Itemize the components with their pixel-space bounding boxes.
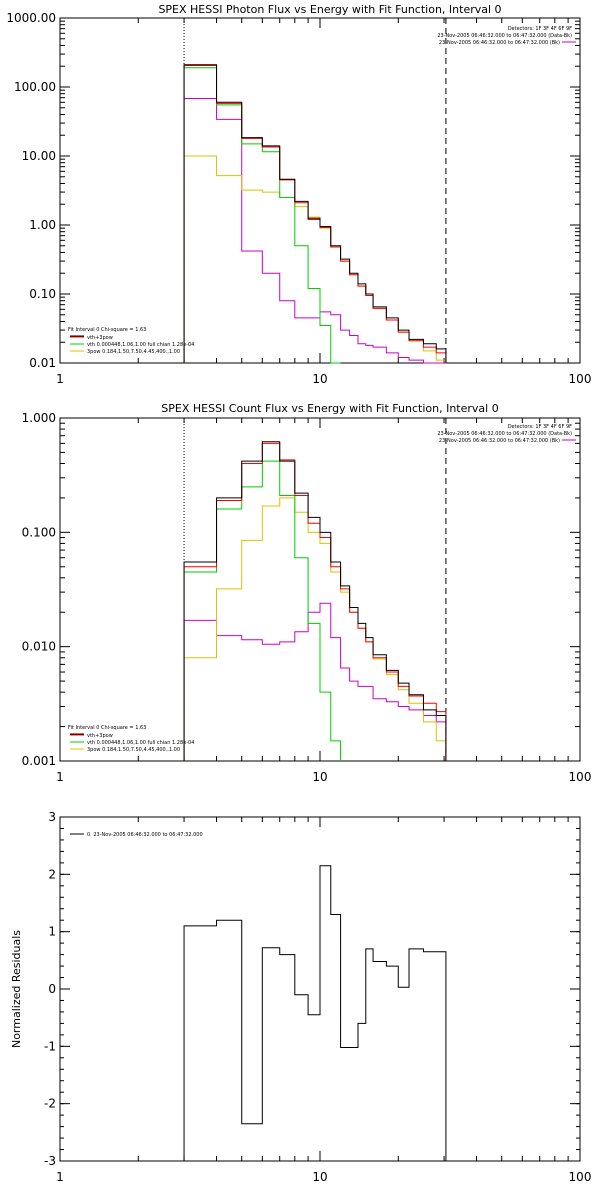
legend-entry: 0. 23-Nov-2005 06:46:32.000 to 06:47:32.… — [87, 832, 203, 838]
x-tick-label: 1 — [56, 372, 64, 386]
y-tick-label: 3 — [48, 810, 56, 824]
x-tick-label: 10 — [312, 1170, 327, 1184]
total-series-line — [183, 441, 447, 761]
legend-entry: vth+3pow — [87, 335, 113, 341]
count-flux-title: SPEX HESSI Count Flux vs Energy with Fit… — [161, 402, 498, 415]
y-tick-label: -1 — [44, 1039, 56, 1053]
count-flux-panel: SPEX HESSI Count Flux vs Energy with Fit… — [22, 402, 592, 784]
y-tick-label: 0.100 — [22, 525, 56, 539]
background-series-series-line — [183, 98, 446, 364]
count-flux-legend-top-right: Detectors: 1F 3F 4F 6F 9F 23-Nov-2005 06… — [437, 424, 576, 444]
total-series-line — [183, 865, 447, 1161]
residuals-ticks: 1 10 100 -3 -2 -1 0 1 2 3 — [44, 810, 591, 1184]
legend-entry: Fit Interval 0 Chi-square = 1.63 — [68, 725, 146, 731]
y-tick-label: 0 — [48, 982, 56, 996]
total-series-line — [183, 64, 447, 363]
legend-entry: vth 0.000448,1.06,1.00 full chian 1.28e-… — [87, 342, 194, 348]
legend-entry: 23-Nov-2005 06:46:32.000 to 06:47:32.000… — [439, 438, 560, 444]
count-flux-ticks: 1 10 100 0.001 0.010 0.100 1.000 — [22, 411, 592, 784]
photon-flux-panel: SPEX HESSI Photon Flux vs Energy with Fi… — [6, 3, 591, 386]
x-tick-label: 1 — [56, 1170, 64, 1184]
residuals-legend: 0. 23-Nov-2005 06:46:32.000 to 06:47:32.… — [70, 832, 203, 838]
y-tick-label: 1000.00 — [6, 11, 56, 25]
photon-flux-legend-top-right: Detectors: 1F 3F 4F 6F 9F 23-Nov-2005 06… — [437, 26, 576, 46]
legend-entry: Fit Interval 0 Chi-square = 1.63 — [68, 327, 146, 333]
y-tick-label: 100.00 — [14, 80, 56, 94]
legend-entry: 23-Nov-2005 06:46:32.000 to 06:47:32.000… — [437, 431, 572, 437]
x-tick-label: 100 — [569, 770, 592, 784]
y-tick-label: 0.01 — [29, 356, 56, 370]
residuals-panel: Normalized Residuals 1 10 100 -3 -2 -1 0 1 2 3 0.… — [10, 810, 591, 1184]
photon-flux-ticks: 1 10 100 0.01 0.10 1.00 10.00 100.00 1000.00 — [6, 11, 591, 386]
legend-entry: Detectors: 1F 3F 4F 6F 9F — [508, 424, 572, 430]
x-tick-label: 10 — [312, 372, 327, 386]
y-tick-label: 2 — [48, 867, 56, 881]
x-tick-label: 1 — [56, 770, 64, 784]
y-tick-label: 1 — [48, 925, 56, 939]
legend-entry: vth 0.000448,1.06,1.00 full chian 1.28e-… — [87, 740, 194, 746]
residuals-series — [183, 865, 447, 1161]
legend-entry: 23-Nov-2005 06:46:32.000 to 06:47:32.000… — [437, 33, 572, 39]
count-flux-series — [183, 441, 447, 761]
count-flux-legend-bottom-left: Fit Interval 0 Chi-square = 1.63 vth+3po… — [68, 725, 194, 753]
x-tick-label: 10 — [312, 770, 327, 784]
y-tick-label: 0.10 — [29, 287, 56, 301]
photon-flux-series — [183, 64, 447, 364]
y-tick-label: 10.00 — [22, 149, 56, 163]
legend-entry: Detectors: 1F 3F 4F 6F 9F — [508, 26, 572, 32]
photon-flux-legend-bottom-left: Fit Interval 0 Chi-square = 1.63 vth+3po… — [68, 327, 194, 355]
y-tick-label: 0.001 — [22, 754, 56, 768]
y-tick-label: 1.00 — [29, 218, 56, 232]
legend-entry: 3pow 0.184,1.50,7.50,4.45,400.,1.00 — [87, 349, 180, 355]
photon-flux-title: SPEX HESSI Photon Flux vs Energy with Fi… — [158, 3, 501, 16]
legend-entry: 3pow 0.184,1.50,7.50,4.45,400.,1.00 — [87, 747, 180, 753]
y-tick-label: 0.010 — [22, 640, 56, 654]
y-tick-label: -3 — [44, 1154, 56, 1168]
x-tick-label: 100 — [569, 372, 592, 386]
y-tick-label: 1.000 — [22, 411, 56, 425]
thermal-series-line — [183, 460, 342, 761]
legend-entry: 23-Nov-2005 06:46:32.000 to 06:47:32.000… — [439, 40, 560, 46]
x-tick-label: 100 — [569, 1170, 592, 1184]
background-series-series-line — [183, 602, 447, 761]
thermal-series-line — [183, 67, 341, 364]
residuals-y-axis-label: Normalized Residuals — [10, 930, 23, 1048]
y-tick-label: -2 — [44, 1097, 56, 1111]
legend-entry: vth+3pow — [87, 733, 113, 739]
